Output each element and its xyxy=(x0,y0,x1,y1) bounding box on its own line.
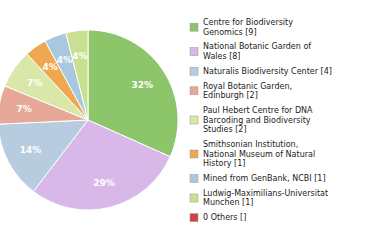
pie xyxy=(0,30,178,210)
legend-item: National Botanic Garden ofWales [8] xyxy=(190,42,311,61)
chart-container: 32%29%14%7%7%4%4%4%Centre for Biodiversi… xyxy=(0,0,380,240)
legend-item: Royal Botanic Garden,Edinburgh [2] xyxy=(190,82,292,101)
legend-label: 0 Others [] xyxy=(203,213,246,222)
legend-label: Mined from GenBank, NCBI [1] xyxy=(203,174,326,183)
legend-item: Centre for BiodiversityGenomics [9] xyxy=(190,18,293,37)
chart: 32%29%14%7%7%4%4%4%Centre for Biodiversi… xyxy=(0,0,380,240)
legend-swatch xyxy=(190,48,198,56)
legend-swatch xyxy=(190,116,198,124)
legend-item: Mined from GenBank, NCBI [1] xyxy=(190,174,326,183)
legend-label: Naturalis Biodiversity Center [4] xyxy=(203,67,332,76)
legend-item: Naturalis Biodiversity Center [4] xyxy=(190,67,332,76)
data-label: 4% xyxy=(43,62,58,72)
data-label: 14% xyxy=(20,145,42,155)
data-label: 29% xyxy=(93,178,115,188)
pie-slice xyxy=(0,120,88,191)
legend-swatch xyxy=(190,67,198,75)
legend-swatch xyxy=(190,174,198,182)
pie-slice xyxy=(66,30,88,120)
legend-swatch xyxy=(190,87,198,95)
legend-swatch xyxy=(190,214,198,222)
data-label: 7% xyxy=(27,78,42,88)
legend-label: Centre for BiodiversityGenomics [9] xyxy=(203,18,293,37)
legend-item: Paul Hebert Centre for DNABarcoding and … xyxy=(190,106,313,134)
legend-swatch xyxy=(190,23,198,31)
legend-label: Ludwig-Maximilians-UniversitatMunchen [1… xyxy=(203,189,328,208)
legend-swatch xyxy=(190,194,198,202)
legend-label: Smithsonian Institution,National Museum … xyxy=(203,140,315,168)
legend-label: National Botanic Garden ofWales [8] xyxy=(203,42,311,61)
legend-item: Ludwig-Maximilians-UniversitatMunchen [1… xyxy=(190,189,328,208)
legend-label: Royal Botanic Garden,Edinburgh [2] xyxy=(203,82,292,101)
legend: Centre for BiodiversityGenomics [9] Natio… xyxy=(190,18,332,222)
legend-item: Smithsonian Institution,National Museum … xyxy=(190,140,315,168)
legend-label: Paul Hebert Centre for DNABarcoding and … xyxy=(203,106,313,134)
data-label: 32% xyxy=(132,80,154,90)
data-label: 4% xyxy=(72,51,87,61)
legend-item: 0 Others [] xyxy=(190,213,246,222)
data-label: 7% xyxy=(17,104,32,114)
legend-swatch xyxy=(190,150,198,158)
data-label: 4% xyxy=(57,55,72,65)
data-labels: 32%29%14%7%7%4%4%4% xyxy=(17,51,154,188)
